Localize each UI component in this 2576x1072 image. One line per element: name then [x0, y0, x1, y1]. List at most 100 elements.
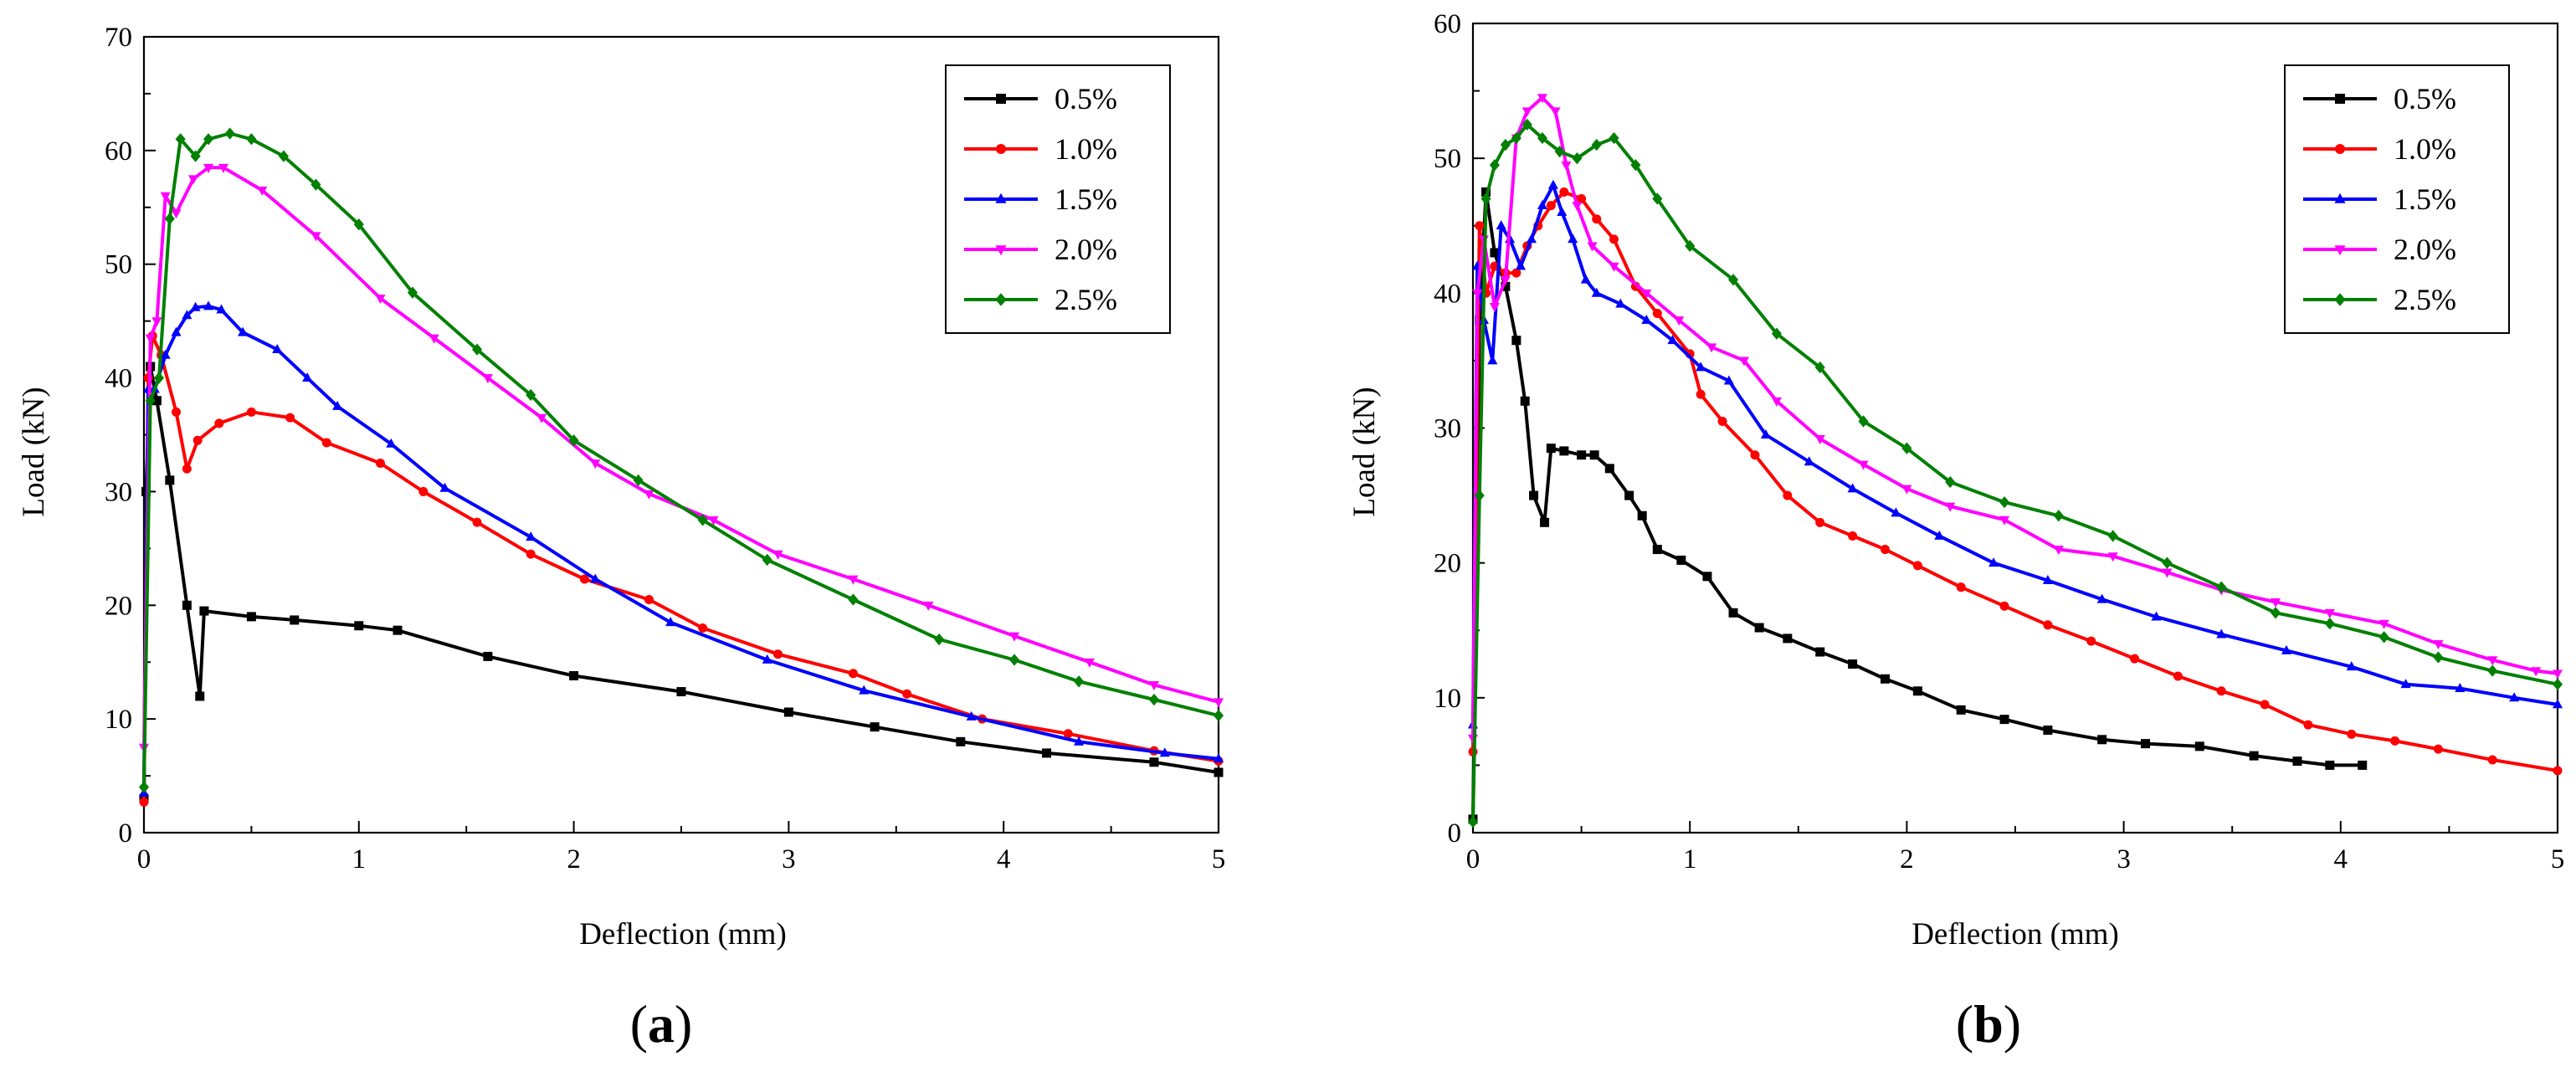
series-line-2-0pct-b [1471, 95, 2558, 739]
data-point-1-0pct-b [1577, 194, 1587, 204]
data-point-1-5pct-b [1615, 298, 1626, 308]
data-point-1-5pct-b [2509, 692, 2520, 702]
data-point-1-5pct-b [1891, 507, 1901, 517]
data-point-2-0pct-a [188, 175, 199, 185]
data-point-1-0pct-a [773, 649, 783, 659]
data-point-2-0pct-b [1587, 242, 1598, 252]
data-point-2-5pct-a [224, 127, 235, 140]
data-point-2-5pct-b [2107, 530, 2118, 542]
series-1-0pct-a [139, 331, 1224, 807]
data-point-0-5pct-a [483, 651, 493, 661]
data-point-2-0pct-a [203, 163, 214, 173]
data-point-2-5pct-a [1074, 675, 1085, 688]
legend-marker-2-0pct-b [2334, 245, 2346, 256]
legend-marker-2-5pct-a [995, 293, 1007, 306]
data-point-1-5pct-a [302, 372, 313, 382]
data-point-1-5pct-b [1934, 530, 1945, 540]
data-point-2-0pct-a [1213, 698, 1224, 708]
y-tick-label-a: 60 [105, 136, 132, 167]
data-point-0-5pct-b [1529, 490, 1539, 500]
series-2-0pct-a [138, 163, 1224, 753]
data-point-1-5pct-b [2455, 682, 2466, 692]
data-point-0-5pct-b [1637, 510, 1647, 521]
data-point-2-0pct-a [644, 490, 654, 500]
y-tick-label-b: 30 [1434, 414, 1461, 444]
data-point-1-5pct-b [1847, 483, 1858, 493]
data-point-1-5pct-b [2151, 611, 2162, 621]
legend-marker-0-5pct-a [996, 94, 1006, 104]
data-point-2-5pct-b [1685, 239, 1696, 253]
legend-label-2-5pct-a: 2.5% [1055, 283, 1117, 316]
data-point-1-0pct-b [1880, 545, 1890, 555]
data-point-0-5pct-b [2097, 735, 2107, 745]
data-point-1-5pct-b [2096, 593, 2107, 603]
data-point-1-5pct-b [1515, 260, 1527, 270]
data-point-2-5pct-a [934, 633, 945, 646]
series-1-5pct-a [138, 300, 1224, 797]
data-point-1-0pct-b [1956, 582, 1966, 592]
data-point-0-5pct-b [1481, 187, 1491, 197]
data-point-2-0pct-b [1561, 161, 1572, 171]
data-point-0-5pct-b [1501, 281, 1511, 291]
data-point-1-0pct-b [2086, 636, 2096, 646]
data-point-0-5pct-a [569, 671, 579, 681]
x-axis-title-b: Deflection (mm) [1911, 917, 2119, 951]
data-point-2-5pct-a [190, 150, 201, 162]
data-point-0-5pct-b [1728, 608, 1738, 618]
data-point-0-5pct-b [1880, 674, 1890, 684]
data-point-1-5pct-a [272, 344, 283, 354]
data-point-0-5pct-b [1559, 446, 1569, 456]
legend-label-1-0pct-b: 1.0% [2394, 132, 2456, 166]
x-tick-label-a: 0 [137, 844, 151, 875]
data-point-2-0pct-a [151, 317, 162, 327]
data-point-0-5pct-b [1589, 450, 1599, 460]
series-2-5pct-b [1467, 118, 2563, 828]
data-point-1-0pct-b [2043, 620, 2053, 630]
x-tick-label-b: 4 [2334, 844, 2348, 875]
data-point-0-5pct-b [1676, 555, 1686, 565]
data-point-2-0pct-b [1901, 485, 1912, 495]
data-point-0-5pct-b [2358, 760, 2368, 770]
x-tick-label-b: 0 [1466, 844, 1480, 875]
series-2-0pct-b [1467, 94, 2563, 744]
data-point-0-5pct-a [393, 625, 403, 635]
data-point-2-5pct-b [2053, 510, 2064, 522]
legend-label-2-0pct-b: 2.0% [2394, 233, 2456, 266]
data-point-2-5pct-a [568, 434, 579, 447]
x-tick-label-a: 5 [1212, 844, 1226, 875]
data-point-1-0pct-b [1696, 389, 1706, 399]
y-axis-title-b: Load (kN) [1347, 387, 1382, 516]
y-axis-title-a: Load (kN) [17, 387, 51, 516]
legend-marker-2-0pct-a [995, 245, 1007, 256]
data-point-0-5pct-b [2043, 726, 2053, 736]
data-point-1-5pct-a [386, 438, 397, 448]
series-line-1-5pct-a [142, 305, 1219, 793]
data-point-0-5pct-b [2194, 741, 2204, 751]
data-point-2-0pct-b [2053, 546, 2064, 556]
data-point-1-5pct-a [762, 654, 772, 664]
legend-label-1-5pct-b: 1.5% [2394, 182, 2456, 216]
data-point-2-0pct-b [2378, 619, 2389, 629]
data-point-1-5pct-a [1213, 753, 1224, 763]
data-point-0-5pct-a [199, 606, 209, 616]
data-point-0-5pct-b [1815, 647, 1825, 657]
data-point-2-5pct-a [762, 553, 772, 567]
data-point-1-0pct-b [1999, 601, 2009, 611]
data-point-2-0pct-a [848, 575, 859, 585]
legend-marker-2-5pct-b [2334, 293, 2346, 306]
data-point-0-5pct-a [783, 707, 793, 717]
data-point-1-5pct-b [2281, 644, 2292, 654]
data-point-2-5pct-b [1554, 145, 1565, 158]
data-point-2-0pct-a [1148, 680, 1160, 690]
data-point-1-0pct-a [246, 407, 256, 417]
data-point-1-0pct-b [1815, 517, 1825, 527]
data-point-2-0pct-b [1537, 94, 1547, 104]
data-point-1-5pct-a [1074, 736, 1085, 746]
data-point-0-5pct-b [1577, 450, 1587, 460]
data-point-1-0pct-a [526, 549, 536, 559]
data-point-1-0pct-b [2173, 671, 2183, 681]
data-point-1-5pct-a [665, 617, 676, 627]
